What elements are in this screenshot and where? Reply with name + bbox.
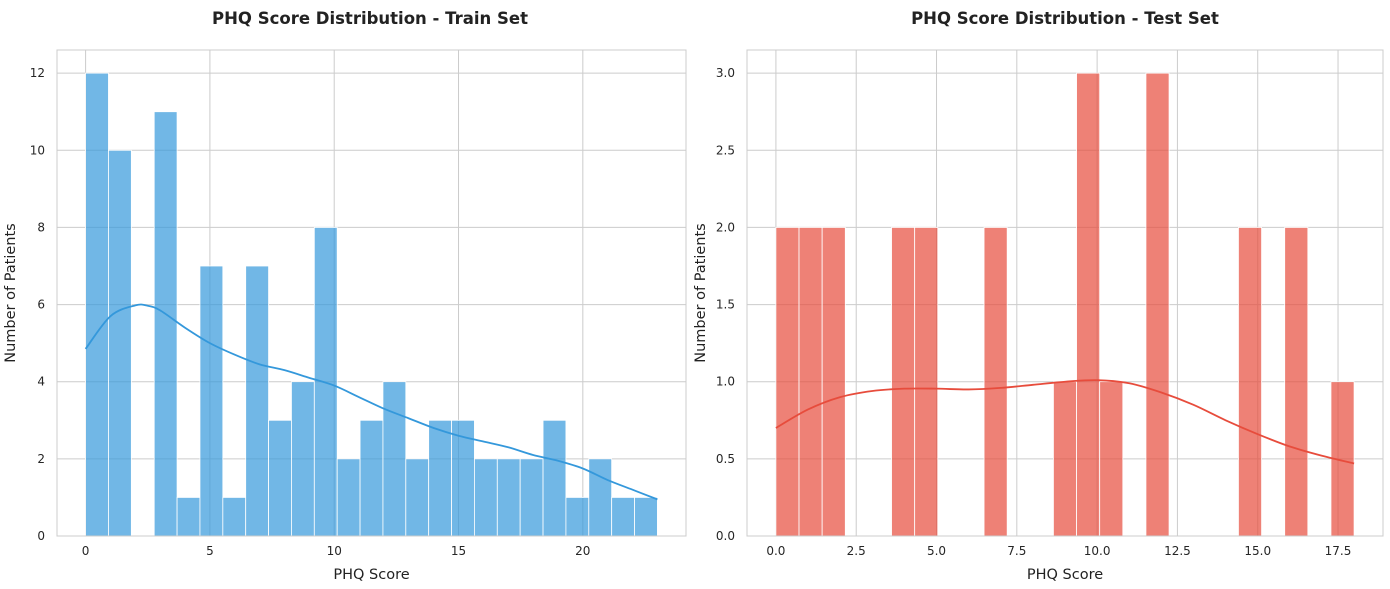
train-y-tick-label: 8 xyxy=(37,220,45,234)
train-bar xyxy=(199,265,224,537)
train-bar xyxy=(588,458,613,537)
train-bar xyxy=(405,458,430,537)
test-y-tick-label: 0.0 xyxy=(716,529,735,543)
test-y-tick-label: 2.5 xyxy=(716,143,735,157)
train-y-tick-label: 0 xyxy=(37,529,45,543)
train-bar xyxy=(496,458,521,537)
test-bar xyxy=(891,227,916,537)
train-bar xyxy=(222,497,247,537)
test-x-tick-label: 7.5 xyxy=(1007,544,1026,558)
train-bar xyxy=(85,72,109,537)
train-bar xyxy=(153,111,178,537)
test-y-tick-label: 3.0 xyxy=(716,66,735,80)
test-plot-frame xyxy=(746,49,1384,537)
train-bar xyxy=(291,381,315,537)
test-kde-line xyxy=(775,379,1355,465)
train-bar xyxy=(313,227,338,537)
test-histogram-chart: PHQ Score Distribution - Test Set 0.0 2.5… xyxy=(693,9,1384,583)
train-bar xyxy=(474,458,498,537)
train-x-tick-label: 15 xyxy=(451,544,466,558)
test-x-tick-label: 15.0 xyxy=(1244,544,1271,558)
test-x-tick-label: 2.5 xyxy=(847,544,866,558)
train-bar xyxy=(108,149,132,537)
train-bar xyxy=(542,419,567,537)
train-bar xyxy=(176,497,201,537)
test-y-axis-label: Number of Patients xyxy=(693,223,709,363)
test-bar xyxy=(983,227,1008,537)
train-y-tick-label: 4 xyxy=(37,375,45,389)
train-x-tick-label: 5 xyxy=(206,544,214,558)
train-bar xyxy=(359,419,384,537)
train-x-tick-label: 10 xyxy=(327,544,342,558)
train-bar xyxy=(382,381,407,537)
test-bar xyxy=(914,227,939,537)
test-y-tick-label: 1.5 xyxy=(716,298,735,312)
train-histogram-chart: PHQ Score Distribution - Train Set 0 5 10 1… xyxy=(3,9,687,583)
train-bar xyxy=(428,419,452,537)
test-x-tick-label: 17.5 xyxy=(1325,544,1352,558)
train-bar xyxy=(245,265,269,537)
train-bar xyxy=(611,497,635,537)
train-y-axis-label: Number of Patients xyxy=(3,223,19,363)
test-bar xyxy=(1099,381,1124,537)
train-bar xyxy=(519,458,544,537)
train-bar xyxy=(565,497,590,537)
train-y-tick-label: 10 xyxy=(30,143,45,157)
train-x-tick-label: 0 xyxy=(82,544,90,558)
test-y-tick-label: 0.5 xyxy=(716,452,735,466)
test-bar xyxy=(1076,72,1101,537)
test-bar xyxy=(1053,381,1077,537)
test-bar xyxy=(1238,227,1262,537)
test-x-axis-label: PHQ Score xyxy=(1027,567,1103,583)
train-y-tick-label: 2 xyxy=(37,452,45,466)
train-bar xyxy=(268,419,292,537)
train-bar xyxy=(634,497,658,537)
test-bar xyxy=(775,227,800,537)
test-x-tick-label: 5.0 xyxy=(927,544,946,558)
test-x-tick-label: 12.5 xyxy=(1164,544,1191,558)
test-bar xyxy=(1145,72,1170,537)
test-y-tick-label: 2.0 xyxy=(716,220,735,234)
test-x-tick-label: 10.0 xyxy=(1084,544,1111,558)
train-kde-line xyxy=(84,303,658,501)
test-bar xyxy=(798,227,823,537)
train-x-axis-label: PHQ Score xyxy=(333,567,409,583)
train-plot-frame xyxy=(56,49,687,537)
test-x-tick-label: 0.0 xyxy=(766,544,785,558)
test-y-tick-label: 1.0 xyxy=(716,375,735,389)
train-chart-title: PHQ Score Distribution - Train Set xyxy=(212,9,528,28)
test-bar xyxy=(821,227,846,537)
train-y-tick-label: 6 xyxy=(37,298,45,312)
train-x-tick-label: 20 xyxy=(575,544,590,558)
test-chart-title: PHQ Score Distribution - Test Set xyxy=(911,9,1219,28)
train-y-tick-label: 12 xyxy=(30,66,45,80)
test-bar xyxy=(1284,227,1309,537)
train-bar xyxy=(336,458,361,537)
